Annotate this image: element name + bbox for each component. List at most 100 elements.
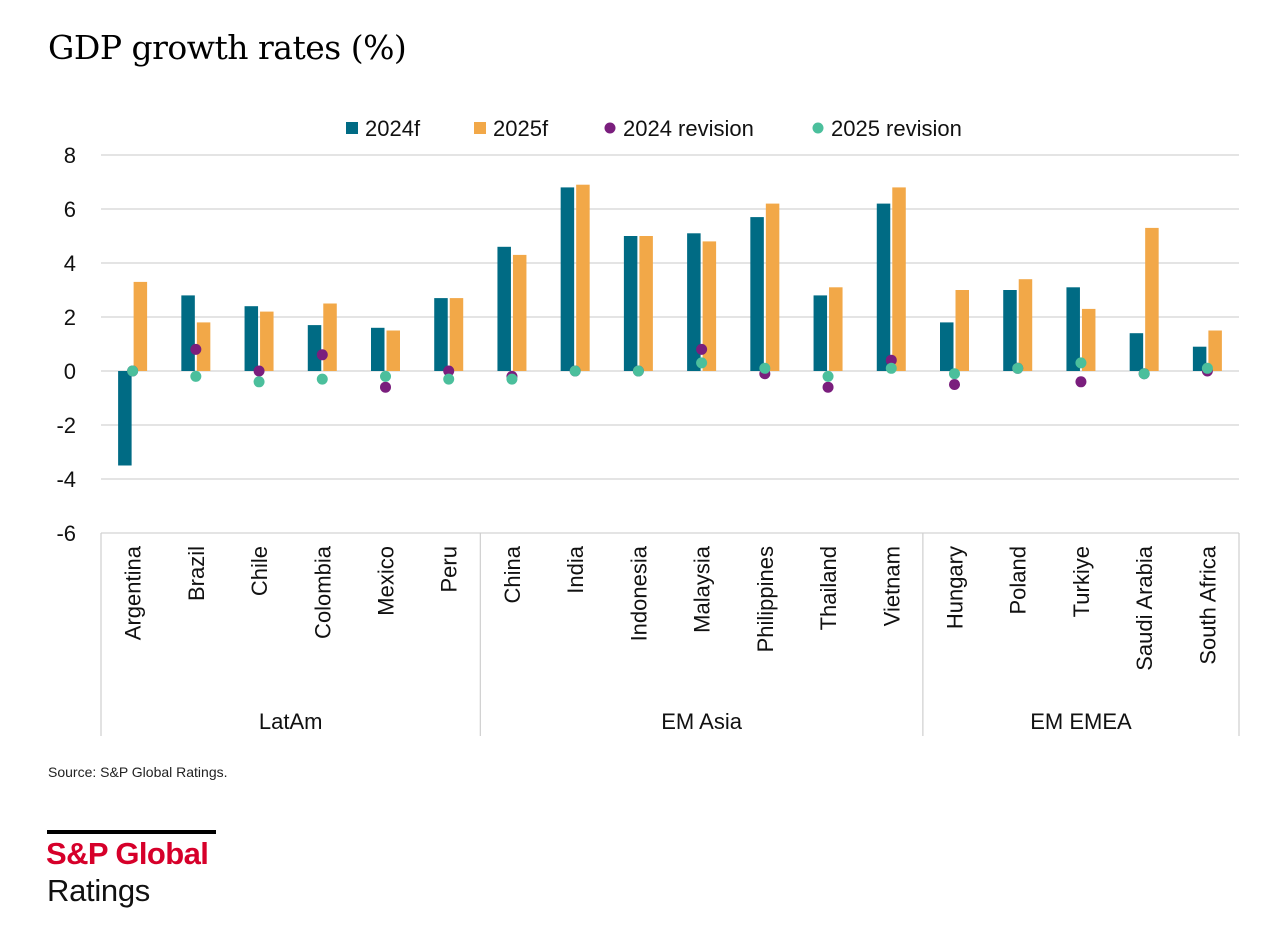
brand-rule xyxy=(47,830,216,834)
bar-2025f xyxy=(133,281,148,371)
bar-2025f xyxy=(1145,227,1159,371)
group-label: LatAm xyxy=(259,709,323,734)
bar-2024f xyxy=(750,217,764,371)
bar-2024f xyxy=(118,371,132,466)
dot-2024-revision xyxy=(696,343,708,355)
bar-2025f xyxy=(260,311,274,371)
y-tick-label: 6 xyxy=(64,197,76,222)
bar-2025f xyxy=(196,322,211,371)
bar-2024f xyxy=(940,322,954,371)
x-tick-label: Brazil xyxy=(184,546,209,601)
dot-2025-revision xyxy=(1201,362,1213,374)
dot-2025-revision xyxy=(885,362,897,374)
x-tick-label: Mexico xyxy=(374,546,399,616)
dot-2024-revision xyxy=(316,349,328,361)
dot-2024-revision xyxy=(380,381,391,393)
bar-2024f xyxy=(1066,287,1080,371)
x-tick-label: India xyxy=(563,545,588,593)
bar-2025f xyxy=(1081,308,1096,371)
bar-2024f xyxy=(687,233,701,371)
legend-swatch xyxy=(474,122,486,134)
legend-label: 2025 revision xyxy=(831,116,962,141)
bar-2024f xyxy=(434,298,448,371)
bar-2024f xyxy=(181,295,195,371)
dot-2025-revision xyxy=(1012,362,1024,374)
y-tick-label: -2 xyxy=(56,413,76,438)
bar-2025f xyxy=(576,184,590,371)
y-tick-label: 2 xyxy=(64,305,76,330)
bar-2025f xyxy=(1208,330,1222,371)
brand-logo-sub: Ratings xyxy=(47,873,151,908)
bar-2025f xyxy=(512,254,527,371)
x-tick-label: Peru xyxy=(437,546,462,592)
dot-2025-revision xyxy=(1075,357,1087,369)
dot-2025-revision xyxy=(380,370,391,382)
bar-2024f xyxy=(876,203,891,371)
legend-swatch xyxy=(604,122,616,134)
y-tick-label: -4 xyxy=(56,467,76,492)
dot-2025-revision xyxy=(569,365,581,377)
dot-2024-revision xyxy=(253,365,265,377)
y-tick-label: -6 xyxy=(56,521,76,546)
bar-2024f xyxy=(244,306,259,371)
x-tick-label: China xyxy=(500,545,525,603)
bar-2025f xyxy=(955,290,969,371)
dot-2025-revision xyxy=(190,370,202,382)
x-tick-label: Colombia xyxy=(310,545,335,639)
bar-2025f xyxy=(702,241,717,371)
legend-label: 2025f xyxy=(493,116,549,141)
dot-2024-revision xyxy=(885,354,897,366)
dot-2025-revision xyxy=(632,365,644,377)
source-note: Source: S&P Global Ratings. xyxy=(48,764,228,780)
bar-2025f xyxy=(323,303,337,371)
dot-2025-revision xyxy=(506,373,518,385)
bar-2024f xyxy=(623,236,638,371)
x-tick-label: South Africa xyxy=(1195,545,1220,664)
bar-2024f xyxy=(813,295,828,371)
dot-2025-revision xyxy=(253,376,265,388)
dot-2024-revision xyxy=(1075,376,1087,388)
bar-2024f xyxy=(371,327,385,371)
dot-2025-revision xyxy=(759,362,771,374)
bar-2024f xyxy=(1129,333,1144,371)
y-tick-label: 4 xyxy=(64,251,76,276)
x-tick-label: Poland xyxy=(1006,546,1031,615)
x-tick-label: Turkiye xyxy=(1069,546,1094,617)
x-tick-label: Saudi Arabia xyxy=(1132,545,1157,671)
dot-2025-revision xyxy=(696,357,708,369)
bar-2024f xyxy=(560,187,575,371)
bar-2025f xyxy=(829,287,843,371)
bar-2025f xyxy=(1018,279,1033,371)
x-tick-label: Malaysia xyxy=(690,545,715,633)
group-label: EM EMEA xyxy=(1030,709,1132,734)
legend-label: 2024 revision xyxy=(623,116,754,141)
bar-2024f xyxy=(497,246,511,371)
dot-2025-revision xyxy=(127,365,139,377)
x-tick-label: Philippines xyxy=(753,546,778,652)
legend-swatch xyxy=(812,122,824,134)
dot-2025-revision xyxy=(443,373,455,385)
dot-2025-revision xyxy=(1138,368,1150,380)
x-tick-label: Chile xyxy=(247,546,272,596)
x-tick-label: Indonesia xyxy=(626,545,651,641)
x-tick-label: Thailand xyxy=(816,546,841,630)
bar-2025f xyxy=(765,203,780,371)
dot-2024-revision xyxy=(822,381,834,393)
dot-2025-revision xyxy=(949,368,960,380)
legend-swatch xyxy=(346,122,358,134)
group-label: EM Asia xyxy=(661,709,742,734)
legend-label: 2024f xyxy=(365,116,421,141)
dot-2025-revision xyxy=(822,370,834,382)
dot-2024-revision xyxy=(443,365,455,377)
dot-2025-revision xyxy=(316,373,328,385)
x-tick-label: Vietnam xyxy=(879,546,904,626)
bar-2024f xyxy=(307,325,322,371)
bar-2024f xyxy=(1003,290,1017,371)
bar-2024f xyxy=(1192,346,1207,371)
y-tick-label: 0 xyxy=(64,359,76,384)
bar-2025f xyxy=(639,236,653,371)
x-tick-label: Hungary xyxy=(943,546,968,629)
dot-2024-revision xyxy=(949,379,960,390)
bar-2025f xyxy=(892,187,906,371)
